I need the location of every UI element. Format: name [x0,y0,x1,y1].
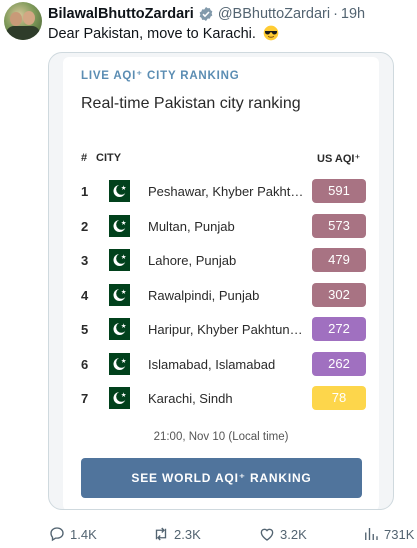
card-kicker: LIVE AQI⁺ CITY RANKING [81,70,240,82]
row-rank: 6 [81,356,89,372]
tweet-body: Dear Pakistan, move to Karachi. [48,26,256,42]
aqi-ranking-card: LIVE AQI⁺ CITY RANKING Real-time Pakista… [63,57,379,509]
pakistan-flag-icon [104,387,130,409]
row-rank: 7 [81,391,89,406]
tweet-header: BilawalBhuttoZardari @BBhuttoZardari · 1… [48,4,365,24]
table-row[interactable]: 1 Peshawar, Khyber Pakht… 591 [63,177,379,207]
see-world-ranking-button[interactable]: SEE WORLD AQI⁺ RANKING [81,458,362,498]
row-city[interactable]: Islamabad, Islamabad [148,356,276,372]
column-header-rank: # [81,152,88,164]
like-button[interactable]: 3.2K [258,522,307,546]
media-card[interactable]: LIVE AQI⁺ CITY RANKING Real-time Pakista… [48,52,394,510]
repost-icon [155,527,167,541]
row-rank: 5 [81,322,89,337]
card-title: Real-time Pakistan city ranking [81,95,301,112]
handle[interactable]: @BBhuttoZardari [217,6,331,22]
row-city[interactable]: Peshawar, Khyber Pakht… [148,184,304,199]
display-name[interactable]: BilawalBhuttoZardari [48,6,194,22]
column-header-aqi: US AQI⁺ [317,153,361,165]
pakistan-flag-icon [104,283,130,306]
table-row[interactable]: 4 Rawalpindi, Punjab 302 [63,281,379,311]
pakistan-flag-icon [104,214,130,237]
views-count: 731K [384,526,415,542]
row-city[interactable]: Haripur, Khyber Pakhtun… [148,322,303,337]
table-row[interactable]: 3 Lahore, Punjab 479 [63,246,379,276]
row-rank: 3 [81,253,89,268]
avatar[interactable] [4,2,42,40]
verified-badge-icon [199,7,213,21]
repost-count: 2.3K [174,526,201,542]
reply-button[interactable]: 1.4K [48,522,97,546]
row-aqi-badge: 262 [312,351,366,376]
table-row[interactable]: 6 Islamabad, Islamabad 262 [63,350,379,380]
column-header-city: CITY [96,152,122,164]
row-rank: 2 [81,218,89,234]
pakistan-flag-icon [104,180,130,202]
views-chart-icon [365,528,378,540]
row-city[interactable]: Lahore, Punjab [148,253,237,268]
row-aqi-badge: 573 [312,213,366,238]
row-aqi-badge: 479 [312,248,366,272]
pakistan-flag-icon [104,318,130,340]
reply-count: 1.4K [70,526,97,542]
row-rank: 4 [81,287,89,303]
row-aqi-badge: 591 [312,179,366,203]
row-city[interactable]: Multan, Punjab [148,218,235,234]
pakistan-flag-icon [104,352,130,375]
row-aqi-badge: 272 [312,317,366,341]
reply-icon [50,527,64,542]
pakistan-flag-icon [104,249,130,271]
sunglasses-emoji-icon [263,25,279,41]
heart-icon [260,528,274,541]
row-rank: 1 [81,184,89,199]
timestamp-link[interactable]: 19h [340,6,366,22]
table-row[interactable]: 2 Multan, Punjab 573 [63,212,379,242]
like-count: 3.2K [280,526,307,542]
separator-dot: · [333,6,338,22]
local-time: 21:00, Nov 10 (Local time) [153,431,289,443]
row-aqi-badge: 78 [312,386,366,410]
table-row[interactable]: 5 Haripur, Khyber Pakhtun… 272 [63,315,379,345]
views-button[interactable]: 731K [362,522,414,546]
tweet-text: Dear Pakistan, move to Karachi. [48,25,279,42]
row-aqi-badge: 302 [312,282,366,307]
table-row[interactable]: 7 Karachi, Sindh 78 [63,384,379,414]
row-city[interactable]: Karachi, Sindh [148,391,233,406]
action-bar: 1.4K 2.3K 3.2K 731K [48,522,414,546]
repost-button[interactable]: 2.3K [152,522,201,546]
row-city[interactable]: Rawalpindi, Punjab [148,287,260,303]
